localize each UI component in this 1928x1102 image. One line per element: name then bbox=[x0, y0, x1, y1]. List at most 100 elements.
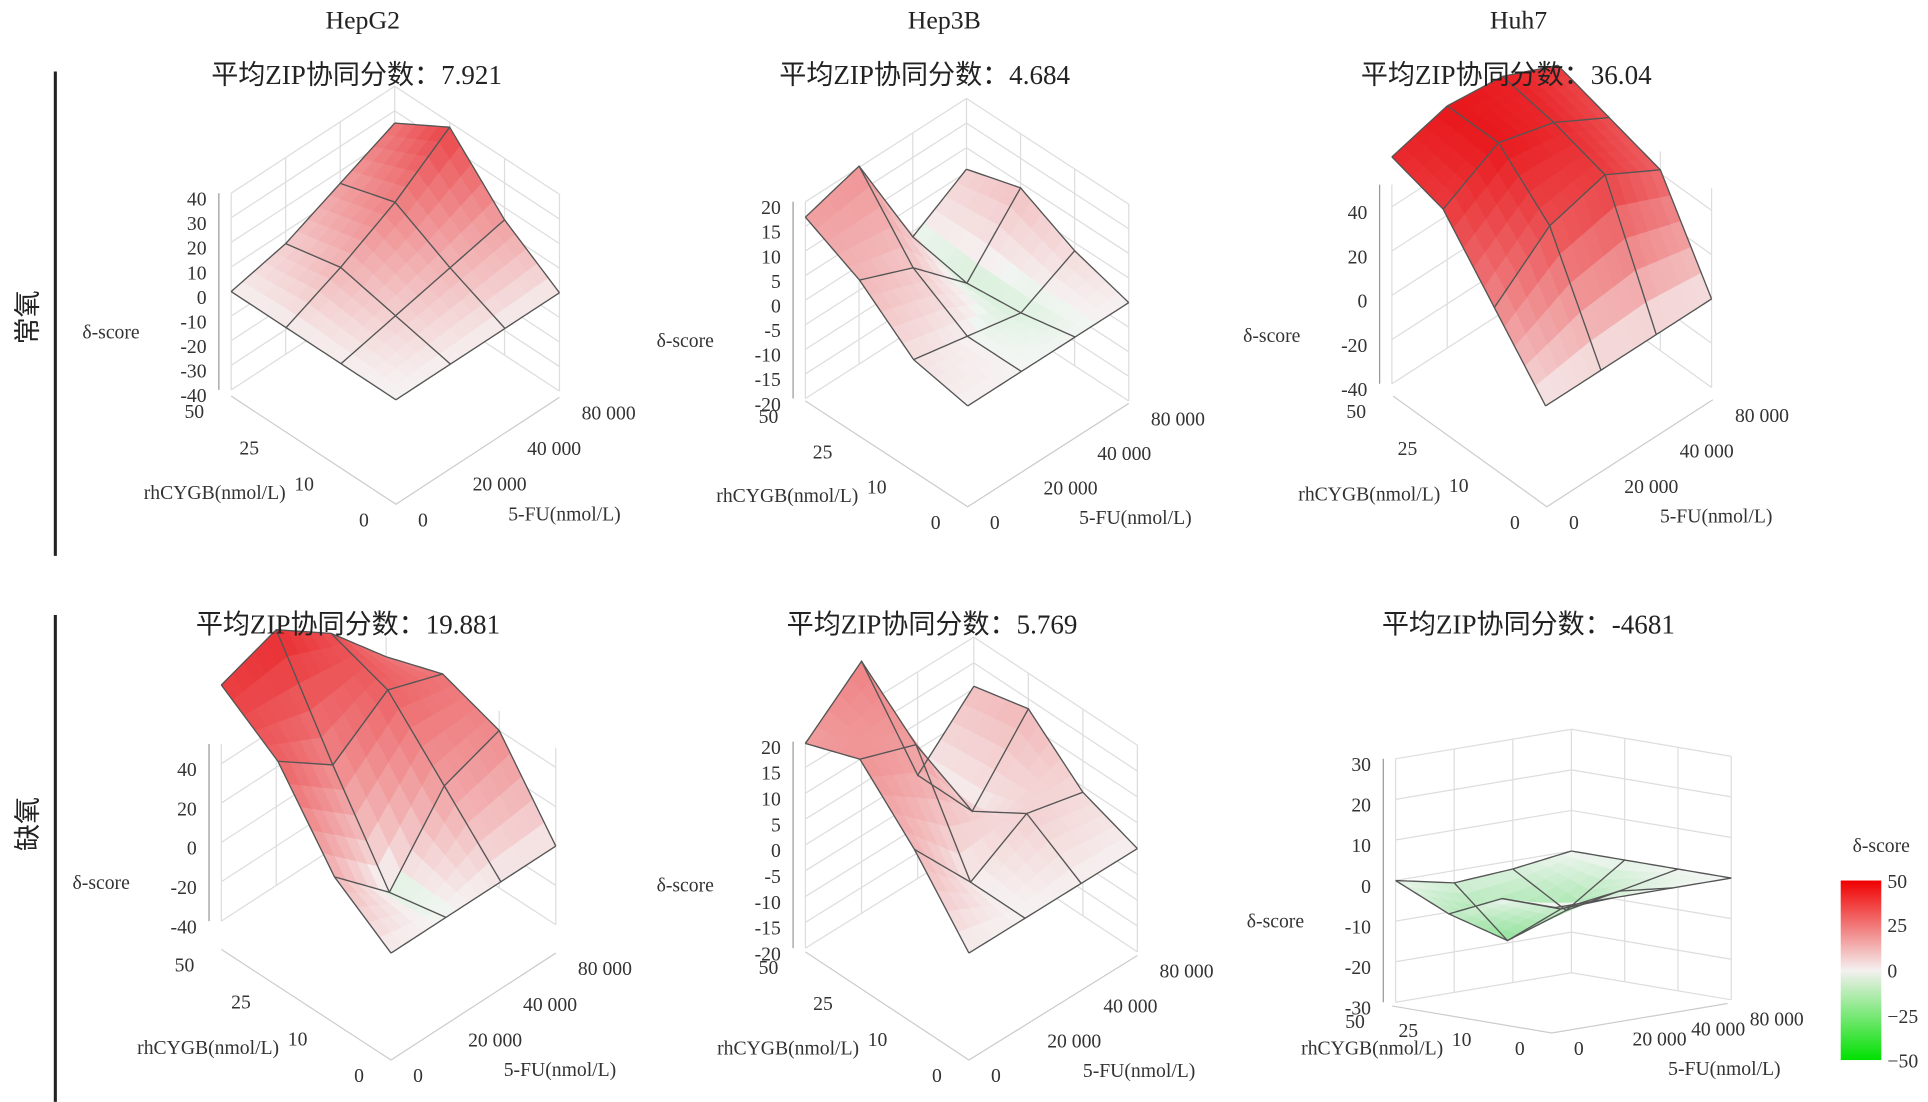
z-tick-label: 40 bbox=[187, 188, 207, 210]
z-tick-label: 20 bbox=[177, 798, 197, 820]
rhcygb-tick-label: 10 bbox=[294, 473, 314, 495]
5fu-tick-label: 0 bbox=[1569, 512, 1579, 534]
floor-edge bbox=[1392, 395, 1714, 508]
surface-gridlines bbox=[1395, 850, 1732, 942]
z-tick-label: 5 bbox=[771, 814, 781, 836]
5fu-axis-label: 5-FU(nmol/L) bbox=[504, 1059, 616, 1081]
surface-gridline bbox=[385, 656, 557, 847]
rhcygb-axis-label: rhCYGB(nmol/L) bbox=[144, 482, 286, 504]
z-tick-label: 10 bbox=[1351, 835, 1371, 857]
surface-gridline bbox=[1571, 850, 1732, 879]
z-tick-label: -20 bbox=[1341, 335, 1367, 357]
rhcygb-tick-label: 0 bbox=[931, 512, 941, 534]
z-tick-label: 10 bbox=[761, 789, 781, 811]
surface-gridlines bbox=[804, 659, 1138, 954]
surface-gridline bbox=[285, 126, 451, 329]
colorbar-tick: −50 bbox=[1887, 1050, 1918, 1072]
z-tick-label: -20 bbox=[755, 394, 781, 416]
5fu-tick-label: 40 000 bbox=[1097, 443, 1151, 465]
column-header-hepg2: HepG2 bbox=[325, 5, 400, 34]
floor-edge bbox=[1391, 1002, 1728, 1034]
surface-gridlines bbox=[1391, 64, 1713, 407]
z-tick-label: -5 bbox=[764, 866, 781, 888]
z-axis-label: δ-score bbox=[73, 872, 131, 894]
rhcygb-tick-label: 25 bbox=[1398, 438, 1418, 460]
5fu-tick-label: 20 000 bbox=[1624, 476, 1678, 498]
rhcygb-tick-label: 50 bbox=[175, 955, 195, 977]
wall-gridline bbox=[1395, 769, 1732, 800]
z-axis-label: δ-score bbox=[1247, 910, 1305, 932]
rhcygb-tick-label: 25 bbox=[813, 441, 833, 463]
z-tick-label: 0 bbox=[771, 295, 781, 317]
z-axis-label: δ-score bbox=[1243, 325, 1301, 347]
surface-gridline bbox=[859, 708, 1029, 813]
z-tick-label: -5 bbox=[764, 320, 781, 342]
5fu-tick-label: 20 000 bbox=[468, 1030, 522, 1052]
surface-gridlines bbox=[230, 122, 561, 401]
colorbar-tick: 25 bbox=[1887, 915, 1907, 937]
surface-gridline bbox=[277, 673, 443, 766]
z-tick-label: 0 bbox=[187, 838, 197, 860]
surface-gridline bbox=[804, 165, 967, 238]
z-tick-label: 0 bbox=[1361, 876, 1371, 898]
5fu-tick-label: 0 bbox=[413, 1065, 423, 1087]
colorbar: δ-score 50 25 0 −25 −50 bbox=[1840, 835, 1918, 1072]
surface-gridline bbox=[275, 629, 447, 919]
5fu-axis-label: 5-FU(nmol/L) bbox=[1668, 1058, 1780, 1080]
z-tick-label: 5 bbox=[771, 271, 781, 293]
5fu-axis-label: 5-FU(nmol/L) bbox=[1660, 506, 1772, 528]
z-tick-label: 0 bbox=[771, 840, 781, 862]
surface-gridline bbox=[860, 660, 1026, 919]
surface-gridline bbox=[1557, 64, 1713, 300]
surface-gridline bbox=[285, 242, 451, 365]
rhcygb-axis-label: rhCYGB(nmol/L) bbox=[137, 1037, 279, 1059]
surface-gridline bbox=[340, 219, 505, 365]
5fu-tick-label: 80 000 bbox=[1160, 961, 1214, 983]
rhcygb-tick-label: 0 bbox=[354, 1065, 364, 1087]
surface-gridline bbox=[1442, 116, 1610, 210]
5fu-tick-label: 0 bbox=[991, 1065, 1001, 1087]
surface-gridline bbox=[805, 742, 970, 954]
rhcygb-tick-label: 0 bbox=[359, 509, 369, 531]
z-tick-label: 0 bbox=[1357, 291, 1367, 313]
surface-gridline bbox=[1391, 156, 1547, 407]
z-tick-label: 15 bbox=[761, 763, 781, 785]
z-tick-label: -30 bbox=[180, 361, 206, 383]
surface-gridline bbox=[334, 730, 500, 894]
surface-mesh bbox=[220, 629, 557, 954]
z-tick-label: -40 bbox=[171, 916, 197, 938]
surface-gridline bbox=[968, 847, 1138, 954]
rhcygb-tick-label: 50 bbox=[759, 957, 779, 979]
rhcygb-tick-label: 50 bbox=[759, 406, 779, 428]
surface-gridline bbox=[913, 250, 1076, 361]
5fu-tick-label: 20 000 bbox=[1047, 1030, 1101, 1052]
rhcygb-tick-label: 25 bbox=[239, 437, 259, 459]
surface-gridline bbox=[967, 302, 1130, 407]
panel-title: 平均ZIP协同分数：19.881 bbox=[196, 609, 500, 639]
z-tick-label: -20 bbox=[755, 943, 781, 965]
surface-mesh bbox=[1394, 850, 1732, 942]
z-tick-label: 30 bbox=[1351, 754, 1371, 776]
floor-edge bbox=[805, 951, 1138, 1061]
colorbar-title: δ-score bbox=[1853, 835, 1911, 857]
rhcygb-tick-label: 50 bbox=[184, 401, 204, 423]
surface-gridline bbox=[1391, 64, 1559, 158]
surface-gridline bbox=[1555, 877, 1732, 909]
z-tick-label: -20 bbox=[1345, 957, 1371, 979]
z-tick-label: 10 bbox=[187, 262, 207, 284]
surface-gridline bbox=[220, 684, 392, 954]
5fu-tick-label: 40 000 bbox=[1680, 441, 1734, 463]
row-label-normoxia: 常氧 bbox=[13, 290, 43, 344]
colorbar-tick: 50 bbox=[1887, 871, 1907, 893]
rhcygb-axis-label: rhCYGB(nmol/L) bbox=[1298, 484, 1440, 506]
floor-edge bbox=[220, 948, 557, 1061]
z-tick-label: -40 bbox=[180, 385, 206, 407]
surface-gridline bbox=[966, 168, 1130, 304]
rhcygb-axis-label: rhCYGB(nmol/L) bbox=[717, 1038, 859, 1060]
5fu-tick-label: 40 000 bbox=[523, 994, 577, 1016]
row-label-hypoxia: 缺氧 bbox=[13, 797, 43, 851]
panel-title: 平均ZIP协同分数：5.769 bbox=[787, 609, 1078, 639]
